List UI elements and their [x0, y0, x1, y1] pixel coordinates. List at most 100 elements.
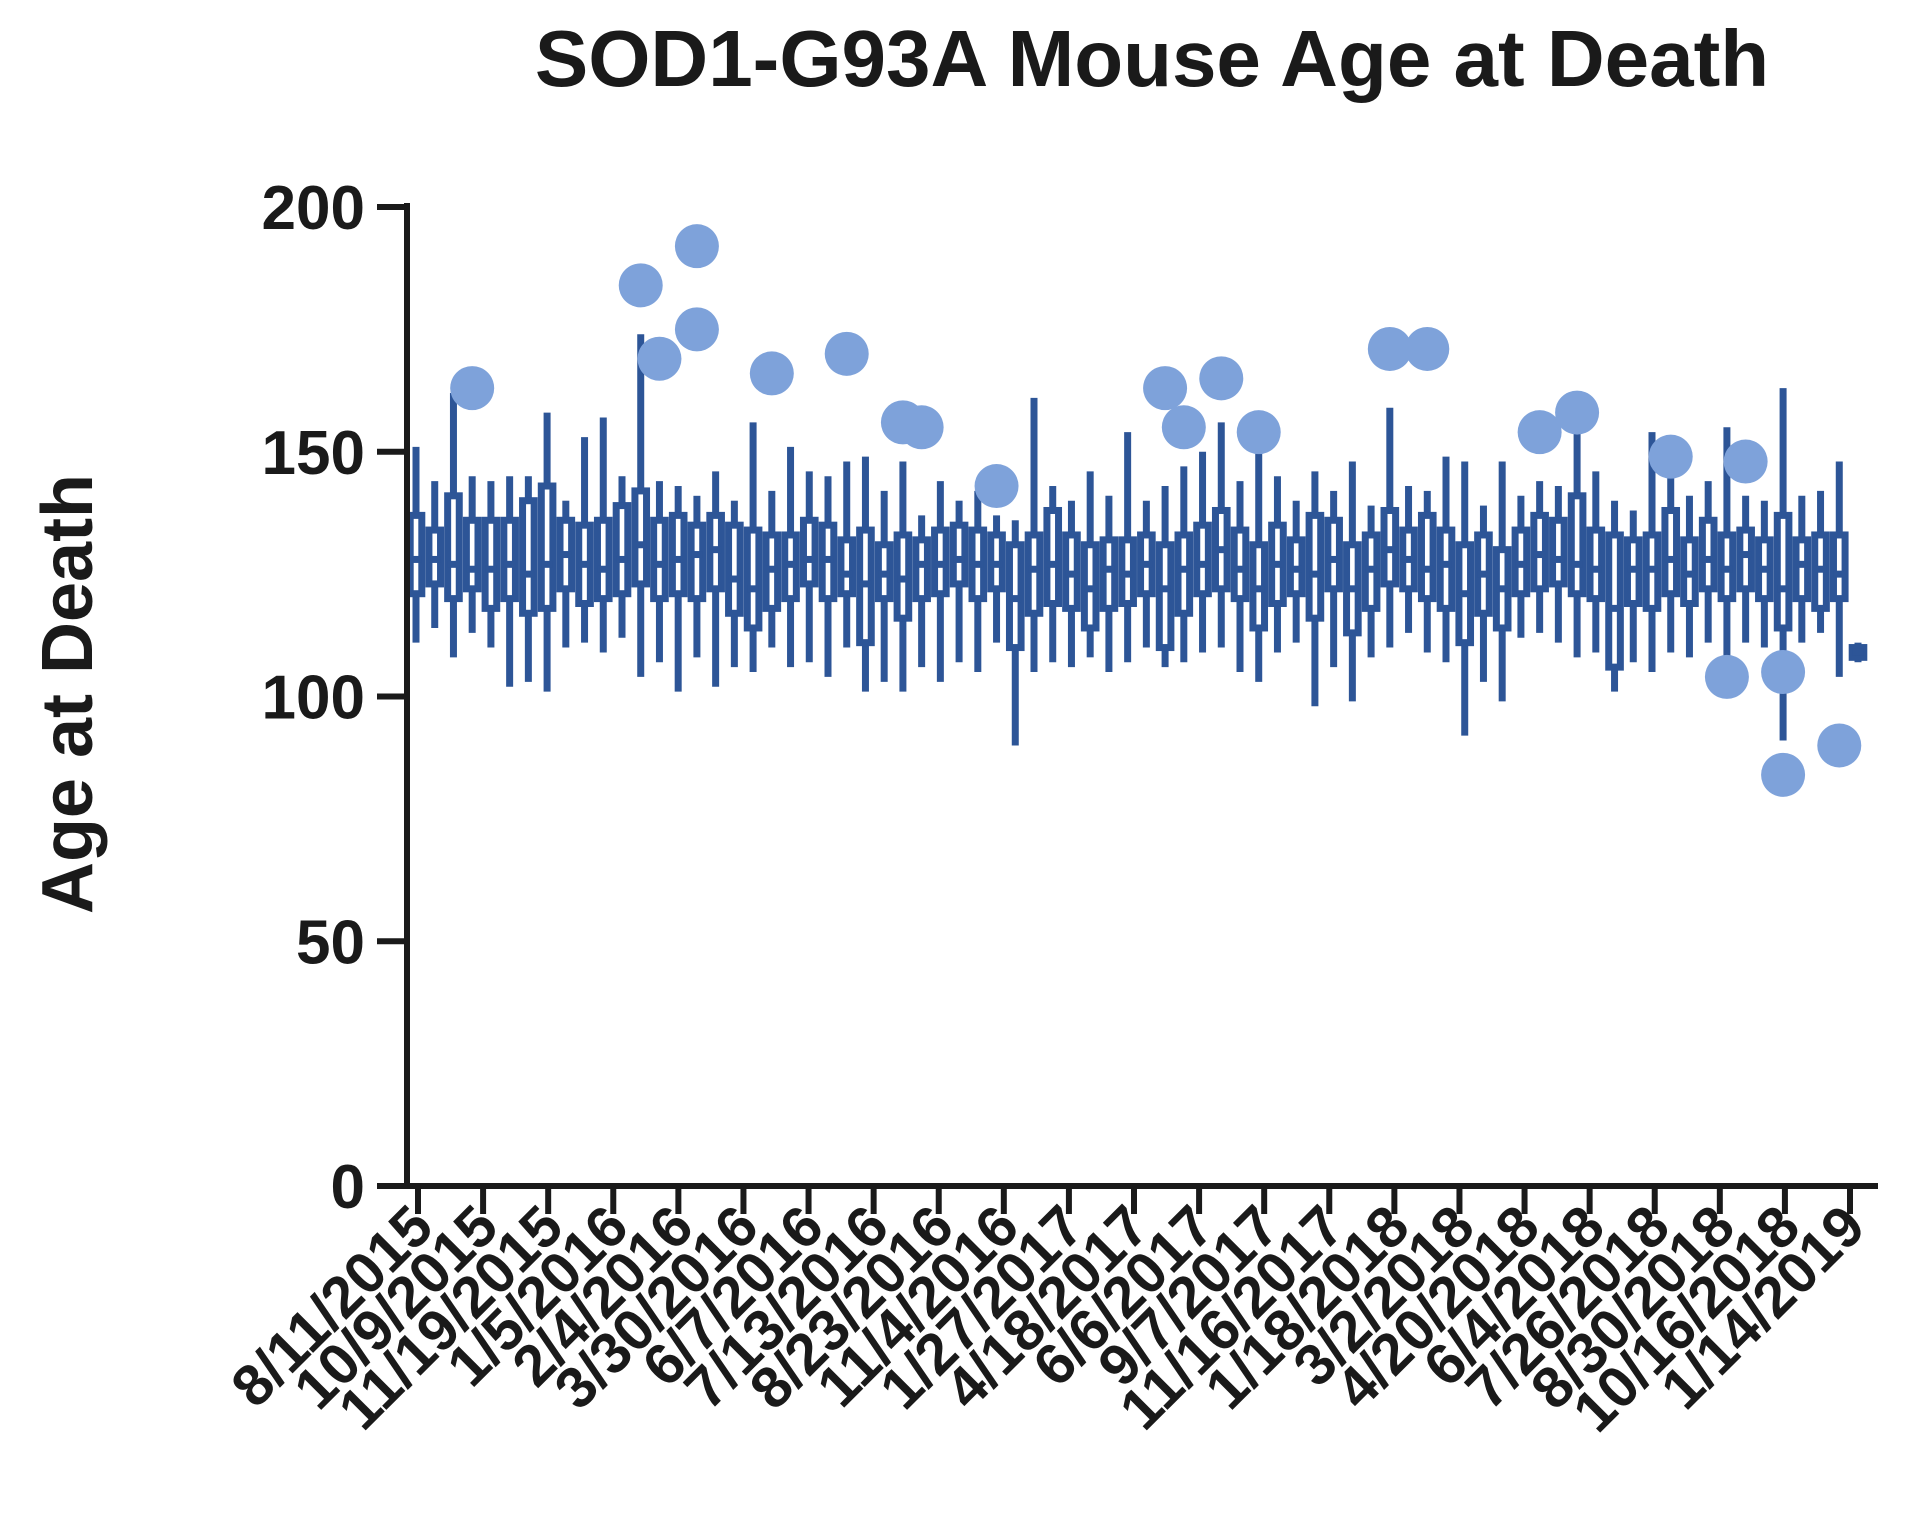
box-group — [1605, 500, 1624, 692]
outlier-point — [674, 307, 719, 352]
box — [743, 526, 763, 632]
box-group — [1230, 481, 1250, 673]
box-group — [668, 486, 688, 692]
box-group — [725, 500, 744, 668]
y-axis: 0 50 100 150 200 — [262, 174, 410, 1222]
box-group — [974, 464, 1019, 643]
box — [1174, 531, 1194, 617]
box-group — [1511, 495, 1531, 638]
box-group — [1118, 432, 1137, 663]
outlier-point — [899, 405, 944, 450]
outlier-point — [1405, 326, 1450, 371]
box — [1193, 521, 1212, 598]
box-group — [856, 456, 875, 692]
box — [1043, 506, 1063, 607]
box — [406, 511, 426, 598]
box — [668, 511, 688, 598]
box-group — [1405, 326, 1450, 653]
outlier-point — [1161, 405, 1206, 450]
outlier-point — [1555, 390, 1600, 435]
box-group — [1137, 500, 1156, 648]
box — [631, 487, 651, 588]
y-tick-label: 50 — [296, 908, 365, 977]
box-group — [1761, 388, 1806, 797]
box — [725, 521, 744, 617]
box — [1436, 526, 1456, 612]
outlier-point — [1648, 434, 1693, 479]
box — [650, 516, 669, 603]
box — [1567, 492, 1587, 598]
box-group — [706, 471, 725, 687]
box-group — [1286, 500, 1306, 643]
plot-area — [406, 224, 1868, 797]
outlier-point — [1817, 723, 1862, 768]
box — [1024, 531, 1044, 617]
box — [593, 516, 613, 603]
box-group — [1517, 410, 1562, 633]
outlier-point — [1704, 654, 1749, 699]
box-group — [1698, 481, 1718, 643]
box-group — [799, 471, 819, 663]
y-tick-label: 0 — [331, 1153, 365, 1222]
box-group — [1848, 642, 1868, 663]
box — [500, 516, 519, 603]
y-tick-label: 200 — [262, 174, 365, 243]
box — [1099, 536, 1119, 612]
box — [799, 516, 819, 588]
box — [1661, 506, 1681, 598]
box-group — [1005, 520, 1025, 746]
box-group — [1399, 486, 1418, 633]
box-group — [1492, 461, 1512, 702]
box-group — [1586, 471, 1606, 653]
box — [949, 521, 969, 588]
y-tick-label: 150 — [262, 419, 365, 488]
box-group — [1043, 486, 1063, 663]
box-group — [1099, 495, 1119, 673]
box — [687, 521, 707, 603]
outlier-point — [637, 336, 682, 381]
box — [912, 536, 931, 603]
box-group — [1704, 427, 1749, 699]
box-group — [899, 405, 944, 668]
box-group — [575, 437, 594, 643]
box — [1230, 526, 1250, 603]
y-tick-label: 100 — [262, 664, 365, 733]
outlier-point — [1723, 439, 1768, 484]
box — [1698, 516, 1718, 593]
outlier-point — [1761, 752, 1806, 797]
box-group — [931, 481, 950, 682]
box — [1417, 511, 1437, 603]
box-group — [781, 446, 800, 668]
box — [1549, 516, 1568, 588]
box-group — [824, 331, 869, 648]
box-group — [949, 500, 969, 663]
box-group — [818, 476, 838, 677]
box-group — [874, 490, 894, 682]
y-axis-label: Age at Death — [28, 474, 108, 914]
outlier-point — [450, 366, 495, 411]
outlier-point — [1761, 650, 1806, 695]
box — [1773, 511, 1793, 632]
box — [612, 502, 632, 598]
outlier-point — [1143, 366, 1188, 411]
box-group — [612, 476, 632, 638]
box-group — [749, 351, 794, 648]
box-group — [450, 366, 495, 633]
box — [1829, 531, 1849, 603]
box — [1155, 541, 1175, 652]
outlier-point — [749, 351, 794, 396]
box-group — [500, 476, 519, 687]
box — [1605, 531, 1624, 671]
box-group — [1024, 397, 1044, 673]
box-group — [674, 224, 719, 658]
box-group — [1361, 505, 1381, 658]
box — [519, 497, 538, 617]
box-group — [743, 422, 763, 673]
box — [481, 516, 501, 612]
box-group — [593, 417, 613, 653]
box-group — [1623, 510, 1643, 663]
outlier-point — [674, 224, 719, 269]
chart-title: SOD1-G93A Mouse Age at Death — [535, 14, 1769, 103]
outlier-point — [1517, 410, 1562, 455]
